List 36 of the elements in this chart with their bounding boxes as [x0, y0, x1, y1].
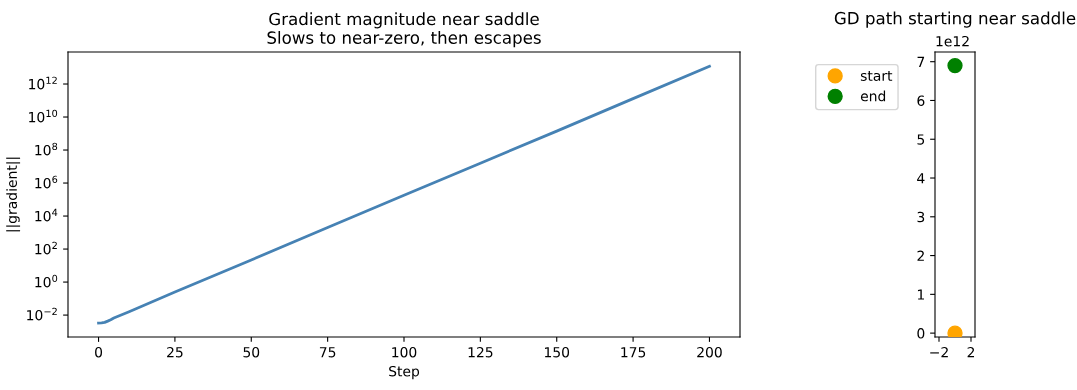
- x-tick-label: 175: [621, 347, 646, 358]
- text: 1e12: [936, 35, 969, 47]
- y-tick-label: 1: [917, 289, 924, 300]
- y-tick-label: 7: [917, 56, 925, 67]
- y-tick-label: 10$^{10}$: [29, 109, 58, 123]
- x-tick-label: 50: [243, 346, 260, 358]
- y-tick-label: 2: [917, 250, 924, 261]
- x-tick-label: 100: [392, 346, 417, 358]
- x-tick-label: 2: [967, 346, 975, 358]
- y-tick-label: 0: [917, 328, 925, 339]
- y-tick-label: 10$^{4}$: [35, 208, 58, 222]
- legend-label: end: [860, 90, 886, 102]
- x-tick-label: −2: [930, 346, 948, 358]
- x-tick-label: 125: [468, 346, 493, 358]
- legend-label: start: [860, 71, 893, 81]
- x-tick-label: 75: [319, 347, 336, 358]
- y-tick-label: 10$^{0}$: [35, 274, 58, 288]
- y-tick-label: 10$^{6}$: [35, 175, 58, 189]
- x-tick-label: 0: [95, 346, 103, 358]
- y-tick-label: 6: [917, 95, 925, 106]
- chart-subtitle: Slows to near-zero, then escapes: [267, 31, 541, 48]
- y-tick-label: 10$^{2}$: [35, 241, 57, 255]
- y-tick-label: 10$^{8}$: [35, 142, 58, 156]
- x-axis-title: Step: [389, 365, 420, 380]
- x-tick-label: 200: [697, 346, 722, 358]
- y-axis-title: ||gradient||: [6, 157, 21, 232]
- line-series: [97, 64, 711, 325]
- y-tick-label: 10$^{−2}$: [27, 307, 57, 321]
- chart-title: GD path starting near saddle: [834, 11, 1076, 28]
- chart-title: Gradient magnitude near saddle: [269, 12, 539, 29]
- y-tick-label: 5: [917, 134, 925, 145]
- x-tick-label: 25: [167, 346, 183, 358]
- x-tick-label: 150: [545, 346, 570, 358]
- y-tick-label: 3: [917, 211, 925, 223]
- y-tick-label: 10$^{12}$: [29, 76, 57, 90]
- y-tick-label: 4: [917, 173, 925, 184]
